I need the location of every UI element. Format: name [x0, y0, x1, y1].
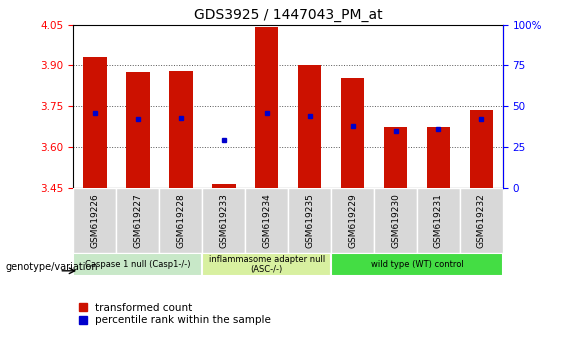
Text: inflammasome adapter null
(ASC-/-): inflammasome adapter null (ASC-/-) [208, 255, 325, 274]
Text: GSM619227: GSM619227 [133, 193, 142, 247]
Bar [202, 253, 331, 276]
Title: GDS3925 / 1447043_PM_at: GDS3925 / 1447043_PM_at [194, 8, 383, 22]
Bar [288, 188, 331, 253]
Bar [159, 188, 202, 253]
Bar [255, 28, 279, 188]
Bar [341, 78, 364, 188]
Legend: transformed count, percentile rank within the sample: transformed count, percentile rank withi… [79, 303, 271, 325]
Bar [202, 188, 245, 253]
Bar [298, 65, 321, 188]
Bar [116, 188, 159, 253]
Bar [470, 110, 493, 188]
Text: GSM619226: GSM619226 [90, 193, 99, 247]
Bar [73, 188, 116, 253]
Bar [169, 71, 193, 188]
Text: wild type (WT) control: wild type (WT) control [371, 260, 463, 269]
Text: GSM619231: GSM619231 [434, 193, 443, 248]
Text: GSM619230: GSM619230 [391, 193, 400, 248]
Text: GSM619232: GSM619232 [477, 193, 486, 247]
Bar [331, 253, 503, 276]
Bar [460, 188, 503, 253]
Text: GSM619229: GSM619229 [348, 193, 357, 247]
Text: GSM619233: GSM619233 [219, 193, 228, 248]
Text: GSM619228: GSM619228 [176, 193, 185, 247]
Text: genotype/variation: genotype/variation [6, 262, 98, 272]
Bar [126, 72, 150, 188]
Bar [374, 188, 417, 253]
Text: GSM619234: GSM619234 [262, 193, 271, 247]
Bar [417, 188, 460, 253]
Bar [384, 127, 407, 188]
Text: Caspase 1 null (Casp1-/-): Caspase 1 null (Casp1-/-) [85, 260, 190, 269]
Bar [245, 188, 288, 253]
Bar [331, 188, 374, 253]
Text: GSM619235: GSM619235 [305, 193, 314, 248]
Bar [73, 253, 202, 276]
Bar [212, 184, 236, 188]
Bar [427, 127, 450, 188]
Bar [83, 57, 107, 188]
